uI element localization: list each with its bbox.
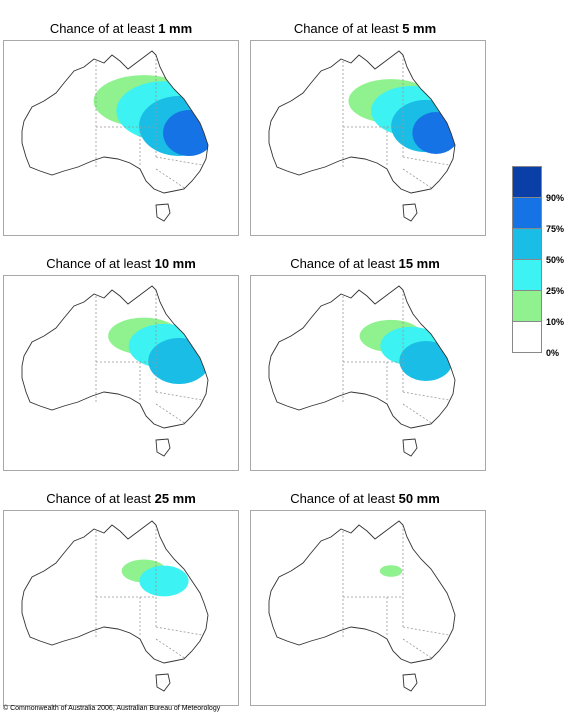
tasmania-coastline	[402, 203, 418, 222]
map-panel-50mm	[250, 510, 486, 706]
tasmania-coastline	[155, 673, 171, 692]
title-prefix: Chance of at least	[46, 256, 155, 271]
title-prefix: Chance of at least	[290, 256, 399, 271]
state-border	[402, 156, 450, 166]
legend-label-10: 10%	[546, 317, 565, 327]
mainland-coastline	[21, 50, 209, 194]
australia-map	[268, 285, 456, 457]
state-border	[402, 626, 450, 636]
legend-swatch-0	[512, 321, 542, 353]
state-border	[155, 403, 187, 425]
mainland-coastline	[268, 50, 456, 194]
title-amount: 15 mm	[398, 256, 440, 271]
rain-probability-region	[139, 565, 189, 597]
state-border	[402, 391, 450, 401]
mainland-coastline	[268, 285, 456, 429]
rain-probability-region	[379, 565, 403, 577]
color-legend	[512, 166, 542, 353]
legend-swatch-50	[512, 228, 542, 259]
map-panel-15mm	[250, 275, 486, 471]
title-amount: 1 mm	[158, 21, 193, 36]
state-border	[402, 638, 434, 660]
map-panel-25mm	[3, 510, 239, 706]
legend-label-50: 50%	[546, 255, 565, 265]
panel-title-5mm: Chance of at least 5 mm	[247, 21, 483, 36]
australia-map	[21, 50, 209, 222]
copyright-footer: © Commonwealth of Australia 2006, Austra…	[3, 705, 221, 712]
state-border	[402, 403, 434, 425]
legend-swatch-90	[512, 166, 542, 197]
title-amount: 10 mm	[154, 256, 196, 271]
legend-label-75: 75%	[546, 224, 565, 234]
rain-probability-region	[412, 112, 455, 154]
title-prefix: Chance of at least	[293, 21, 403, 36]
australia-map	[268, 50, 456, 222]
panel-title-1mm: Chance of at least 1 mm	[3, 21, 239, 36]
tasmania-coastline	[402, 438, 418, 457]
legend-label-90: 90%	[546, 193, 565, 203]
title-amount: 5 mm	[402, 21, 437, 36]
legend-swatch-10	[512, 290, 542, 321]
state-border	[155, 391, 203, 401]
panel-title-25mm: Chance of at least 25 mm	[3, 491, 239, 506]
legend-swatch-75	[512, 197, 542, 228]
title-prefix: Chance of at least	[290, 491, 399, 506]
mainland-coastline	[268, 520, 456, 664]
tasmania-coastline	[155, 438, 171, 457]
legend-label-25: 25%	[546, 286, 565, 296]
state-border	[155, 168, 187, 190]
australia-map	[21, 520, 209, 692]
panel-title-10mm: Chance of at least 10 mm	[3, 256, 239, 271]
tasmania-coastline	[155, 203, 171, 222]
rain-probability-region	[148, 337, 208, 385]
state-border	[155, 638, 187, 660]
mainland-coastline	[21, 285, 209, 429]
map-panel-10mm	[3, 275, 239, 471]
tasmania-coastline	[402, 673, 418, 692]
panel-title-15mm: Chance of at least 15 mm	[247, 256, 483, 271]
legend-label-0: 0%	[546, 348, 560, 358]
mainland-coastline	[21, 520, 209, 664]
legend-swatch-25	[512, 259, 542, 290]
australia-map	[21, 285, 209, 457]
title-amount: 25 mm	[154, 491, 196, 506]
state-border	[155, 156, 203, 166]
state-border	[402, 168, 434, 190]
rain-probability-region	[399, 341, 453, 381]
state-border	[155, 626, 203, 636]
australia-map	[268, 520, 456, 692]
title-prefix: Chance of at least	[46, 491, 155, 506]
panel-title-50mm: Chance of at least 50 mm	[247, 491, 483, 506]
title-amount: 50 mm	[398, 491, 440, 506]
title-prefix: Chance of at least	[49, 21, 159, 36]
map-panel-5mm	[250, 40, 486, 236]
map-panel-1mm	[3, 40, 239, 236]
